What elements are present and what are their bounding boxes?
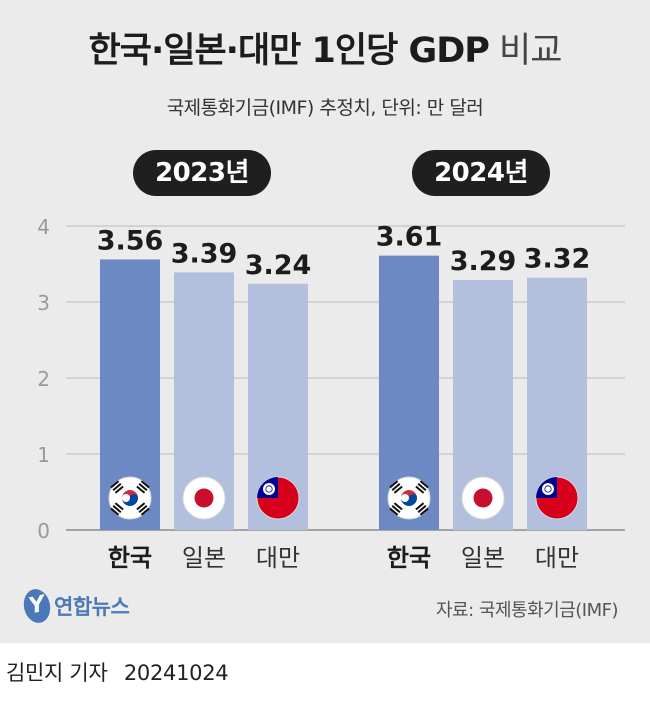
y-axis-ticks: 0 1 2 3 4 (37, 215, 50, 543)
value-label: 3.32 (524, 244, 591, 275)
flag-korea-trigram (110, 502, 124, 516)
value-label: 3.29 (450, 246, 517, 277)
trigram-line (389, 480, 399, 489)
category-label: 한국 (387, 544, 431, 572)
trigram-line (417, 505, 427, 513)
trigram-line (391, 505, 401, 513)
flag-korea-trigram (415, 502, 429, 516)
category-label: 대만 (535, 544, 579, 572)
value-label: 3.39 (171, 238, 238, 269)
bar-chart: 0 1 2 3 4 3.56 3.39 3.24 3.613.29 3.32 한국 일본 대만 한국 일… (37, 215, 625, 572)
source-note: 자료: 국제통화기금(IMF) (435, 600, 619, 621)
trigram-line (114, 502, 124, 511)
trigram-line (415, 502, 425, 511)
year-badge-2023: 2023년 (133, 150, 271, 196)
title-suffix: 비교 (499, 31, 562, 71)
trigram-line (417, 483, 427, 491)
year-badge-2024: 2024년 (412, 150, 550, 196)
trigram-line (391, 483, 401, 491)
trigram-line (138, 483, 148, 491)
category-label: 대만 (256, 544, 300, 572)
trigram-line (419, 507, 429, 516)
trigram-line (140, 507, 150, 516)
chart-title: 한국·일본·대만 1인당 GDP 비교 (0, 22, 650, 73)
category-label: 한국 (108, 544, 152, 572)
reporter-name: 김민지 기자 (6, 661, 108, 685)
flag-japan-icon (461, 476, 505, 520)
flag-japan-disc (194, 488, 214, 508)
category-label: 일본 (182, 544, 226, 572)
flag-korea-trigram (136, 480, 150, 494)
trigram-line (112, 505, 122, 513)
flag-korea-trigram (136, 502, 150, 516)
trigram-line (112, 483, 122, 491)
flag-japan-icon (182, 476, 226, 520)
trigram-line (419, 480, 429, 489)
flag-korea-trigram (389, 480, 403, 494)
publish-date: 20241024 (123, 661, 229, 685)
flag-japan-disc (473, 488, 493, 508)
flag-korea-trigram (415, 480, 429, 494)
flag-taiwan-sun-core (266, 486, 272, 492)
y-tick-label: 2 (37, 367, 50, 391)
trigram-line (110, 507, 120, 516)
trigram-line (393, 485, 403, 494)
category-labels: 한국 일본 대만 한국 일본 대만 (108, 544, 579, 572)
bars (100, 255, 587, 530)
trigram-line (393, 502, 403, 511)
flag-taiwan-icon (535, 476, 579, 520)
trigram-line (140, 480, 150, 489)
trigram-line (114, 485, 124, 494)
flag-taiwan-icon (256, 476, 300, 520)
y-tick-label: 3 (37, 291, 50, 315)
trigram-line (415, 485, 425, 494)
trigram-line (136, 502, 146, 511)
y-tick-label: 1 (37, 443, 50, 467)
infographic-card: 한국·일본·대만 1인당 GDP 비교 국제통화기금(IMF) 추정치, 단위:… (0, 0, 650, 643)
logo-mark-icon: Y (20, 586, 54, 626)
value-label: 3.61 (376, 222, 443, 253)
flags (108, 476, 579, 520)
yonhap-logo: Y 연합뉴스 (20, 586, 130, 626)
category-label: 일본 (461, 544, 505, 572)
value-label: 3.24 (245, 250, 312, 281)
value-label: 3.56 (97, 225, 164, 256)
y-tick-label: 4 (37, 215, 50, 239)
flag-korea-trigram (110, 480, 124, 494)
flag-korea-icon (387, 476, 431, 520)
title-main: 한국·일본·대만 1인당 GDP (88, 31, 490, 71)
trigram-line (110, 480, 120, 489)
flag-korea-eum (401, 494, 417, 506)
flag-taiwan-sun-core (545, 486, 551, 492)
trigram-line (389, 507, 399, 516)
logo-text: 연합뉴스 (54, 595, 130, 619)
flag-korea-trigram (389, 502, 403, 516)
value-labels: 3.56 3.39 3.24 3.613.29 3.32 (97, 222, 591, 281)
y-tick-label: 0 (37, 519, 50, 543)
byline: 김민지 기자 20241024 (6, 657, 238, 687)
flag-korea-eum (122, 494, 138, 506)
trigram-line (136, 485, 146, 494)
chart-subtitle: 국제통화기금(IMF) 추정치, 단위: 만 달러 (166, 97, 484, 119)
flag-korea-icon (108, 476, 152, 520)
trigram-line (138, 505, 148, 513)
